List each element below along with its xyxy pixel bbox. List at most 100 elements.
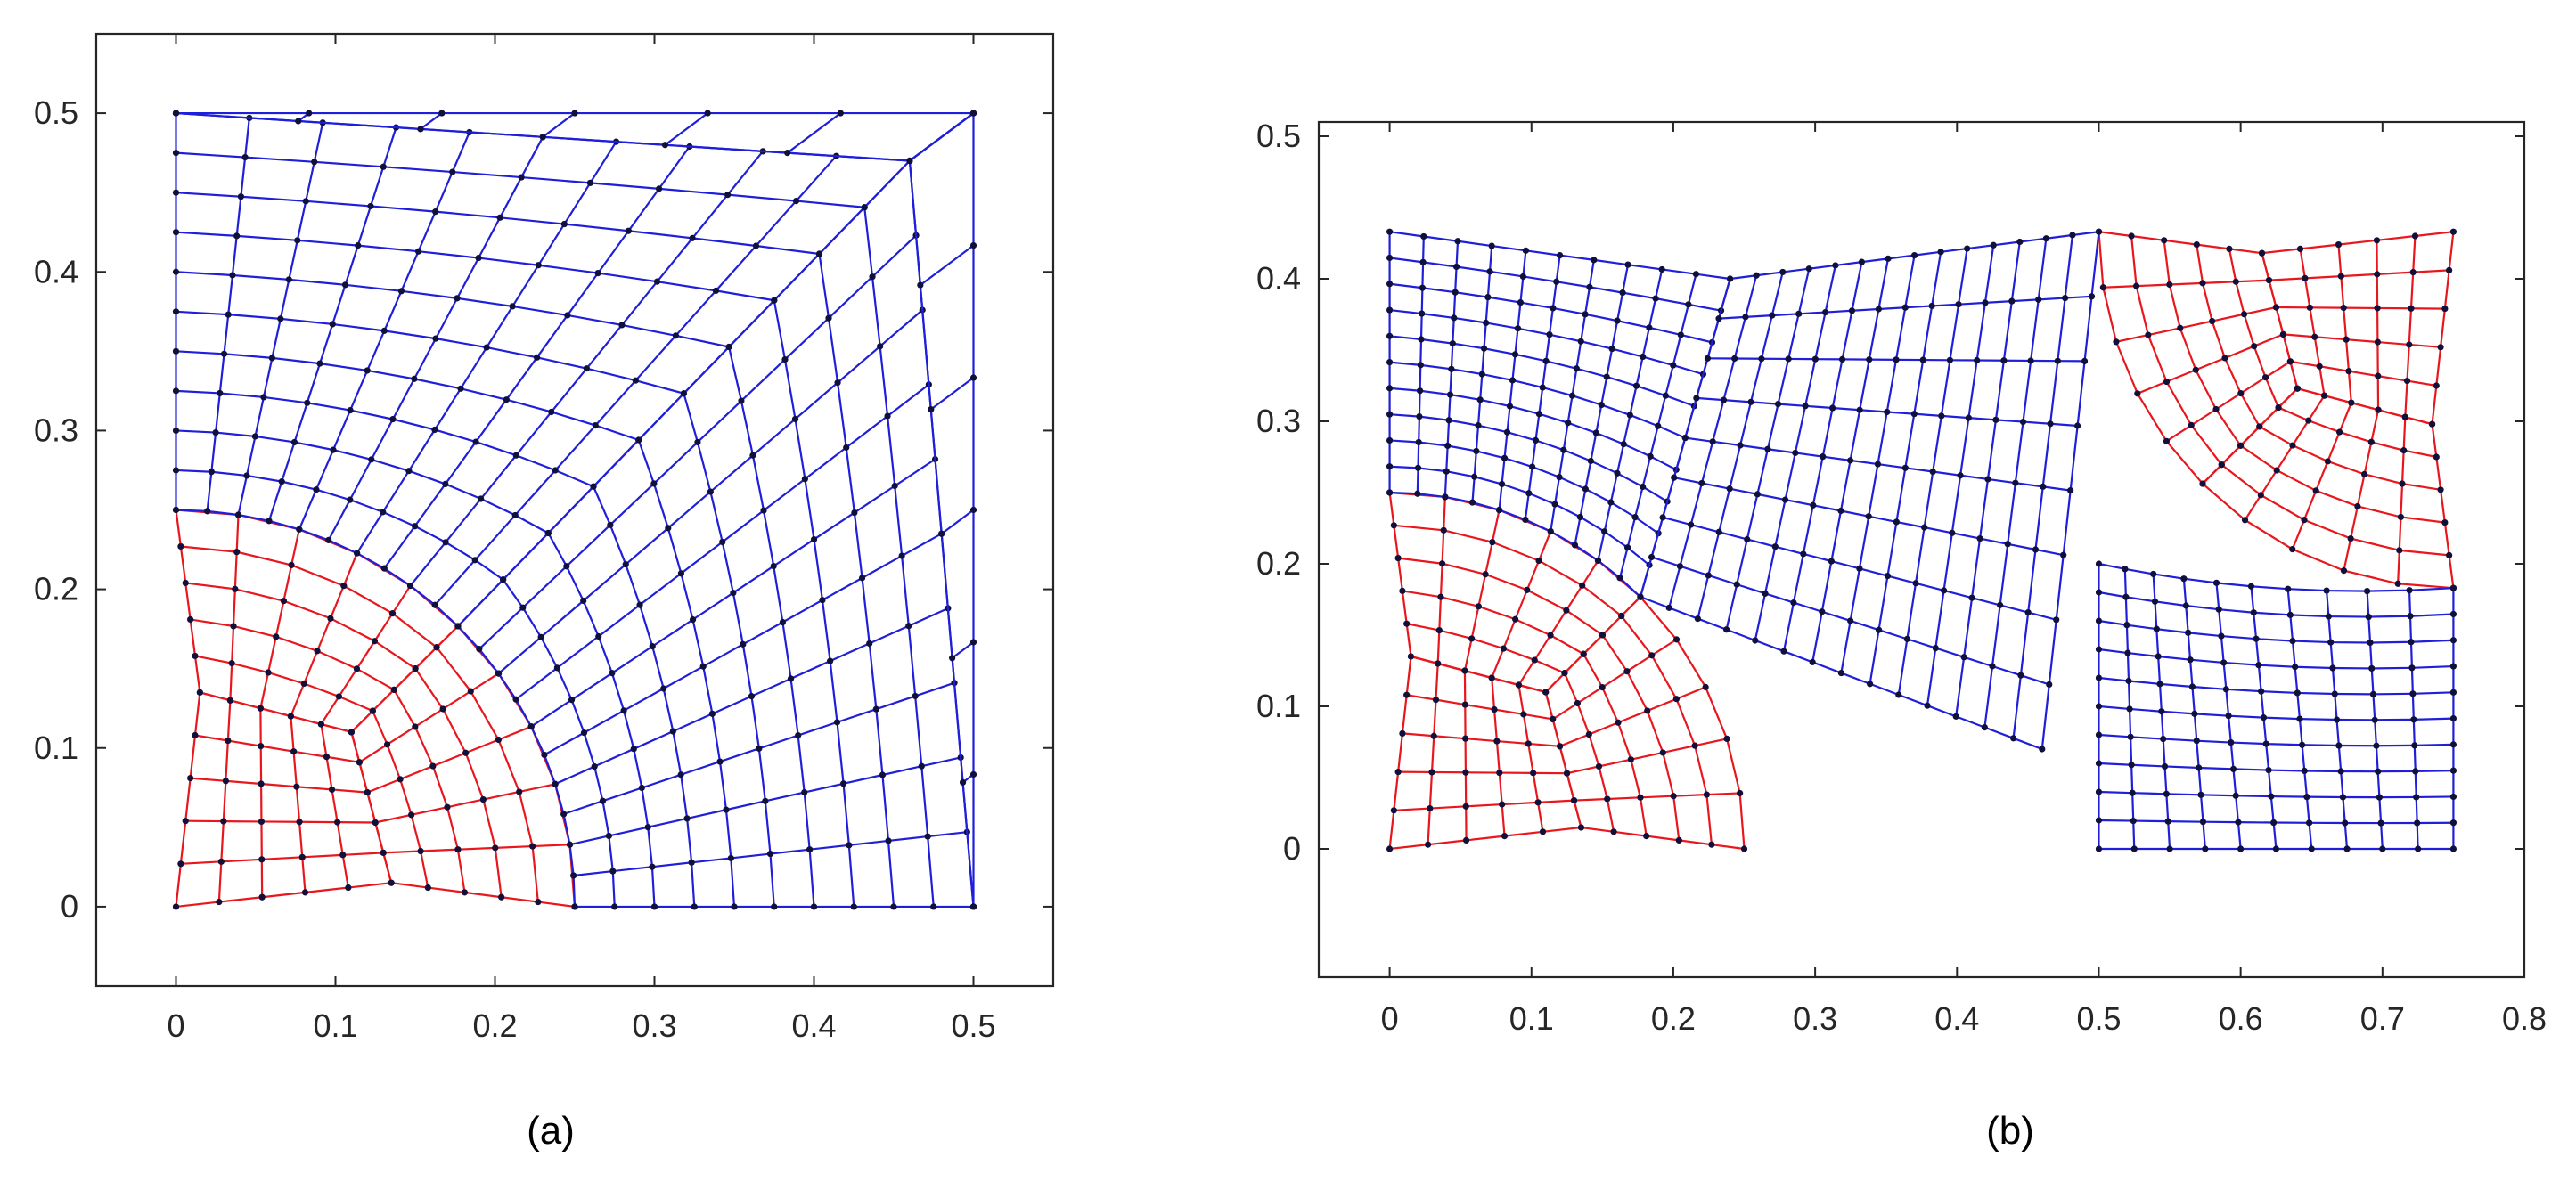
- mesh-node: [1418, 336, 1425, 343]
- mesh-node: [1810, 501, 1817, 509]
- mesh-node: [1557, 252, 1564, 259]
- mesh-node: [770, 562, 777, 570]
- red-mesh-edge-col: [1544, 691, 1582, 828]
- mesh-node: [535, 262, 542, 269]
- mesh-node: [408, 811, 415, 819]
- mesh-node: [1715, 315, 1722, 322]
- mesh-node: [1522, 247, 1529, 254]
- red-mesh-edge-col: [350, 731, 393, 884]
- mesh-node: [329, 321, 336, 328]
- mesh-node: [2166, 845, 2173, 852]
- mesh-node: [2397, 513, 2405, 521]
- mesh-node: [607, 521, 614, 528]
- mesh-node: [787, 675, 795, 682]
- red-mesh-edge-row: [391, 882, 576, 909]
- red-mesh-edge-col: [2431, 424, 2455, 589]
- mesh-node: [1964, 245, 1971, 252]
- blue-mesh-edge-row: [920, 244, 975, 286]
- mesh-node: [969, 110, 977, 117]
- mesh-node: [1990, 241, 1997, 249]
- mesh-node: [665, 525, 672, 532]
- red-mesh-edge-col: [372, 710, 429, 888]
- mesh-node: [594, 269, 601, 277]
- mesh-node: [2000, 357, 2008, 364]
- mesh-node: [891, 482, 898, 490]
- mesh-node: [192, 731, 199, 739]
- mesh-node: [1866, 681, 1874, 688]
- red-mesh-edge-col: [2337, 244, 2352, 403]
- mesh-node: [969, 506, 977, 514]
- mesh-node: [2335, 428, 2343, 436]
- mesh-node: [1539, 828, 1547, 835]
- red-mesh-edge-col: [2397, 417, 2407, 584]
- red-mesh-edge-row: [185, 819, 376, 824]
- red-mesh-edge-row: [1394, 799, 1574, 811]
- mesh-node: [2163, 790, 2170, 797]
- mesh-node: [182, 818, 189, 825]
- red-mesh-edge-row: [2202, 483, 2454, 590]
- mesh-node: [2286, 358, 2294, 365]
- mesh-node: [1542, 689, 1550, 696]
- mesh-node: [2228, 738, 2235, 746]
- mesh-node: [1631, 514, 1639, 521]
- mesh-node: [1940, 587, 1948, 594]
- red-mesh-edge-col: [290, 716, 307, 892]
- mesh-node: [1390, 522, 1397, 529]
- mesh-node: [2408, 639, 2415, 646]
- mesh-node: [609, 670, 616, 677]
- mesh-node: [2323, 587, 2330, 594]
- mesh-node: [1691, 742, 1698, 749]
- mesh-node: [2250, 609, 2257, 616]
- mesh-node: [172, 387, 180, 395]
- mesh-node: [1901, 464, 1909, 471]
- mesh-node: [172, 229, 180, 236]
- mesh-node: [1828, 558, 1835, 565]
- mesh-node: [2400, 447, 2408, 454]
- mesh-node: [2122, 566, 2129, 573]
- mesh-node: [2212, 405, 2220, 413]
- mesh-node: [2226, 245, 2233, 252]
- mesh-node: [1921, 524, 1928, 531]
- mesh-node: [1471, 473, 1478, 480]
- mesh-node: [1640, 483, 1647, 491]
- mesh-node: [258, 893, 266, 901]
- mesh-node: [172, 110, 180, 117]
- mesh-node: [2202, 845, 2209, 852]
- red-mesh-edge-col: [2202, 387, 2299, 485]
- mesh-node: [2040, 483, 2047, 490]
- mesh-node: [2161, 237, 2168, 244]
- mesh-node: [2399, 480, 2406, 487]
- mesh-node: [1644, 707, 1651, 714]
- blue-mesh-edge-row: [930, 377, 975, 411]
- blue-mesh-edge-col: [420, 112, 443, 130]
- mesh-node: [2406, 587, 2413, 594]
- mesh-node: [1601, 528, 1608, 535]
- mesh-node: [1475, 603, 1482, 610]
- mesh-node: [348, 729, 355, 736]
- red-mesh-edge-row: [2098, 231, 2262, 255]
- mesh-node: [1616, 575, 1623, 582]
- mesh-node: [411, 375, 418, 382]
- mesh-node: [2347, 534, 2354, 542]
- mesh-node: [2160, 735, 2167, 743]
- mesh-node: [2449, 741, 2457, 748]
- mesh-node: [1792, 449, 1799, 457]
- mesh-node: [1519, 273, 1527, 281]
- mesh-node: [724, 192, 732, 199]
- mesh-node: [2343, 845, 2351, 852]
- mesh-node: [442, 480, 449, 488]
- red-mesh-edge-row: [375, 783, 556, 824]
- mesh-node: [220, 350, 228, 357]
- mesh-node: [316, 360, 323, 367]
- mesh-node: [1432, 697, 1440, 704]
- mesh-node: [2095, 788, 2103, 795]
- mesh-node: [266, 518, 273, 525]
- mesh-node: [2191, 710, 2198, 717]
- mesh-node: [2150, 570, 2157, 578]
- mesh-node: [1692, 271, 1700, 278]
- mesh-node: [1509, 377, 1517, 384]
- mesh-node: [781, 355, 789, 363]
- mesh-node: [638, 784, 645, 792]
- mesh-node: [234, 511, 242, 518]
- mesh-node: [1637, 794, 1644, 801]
